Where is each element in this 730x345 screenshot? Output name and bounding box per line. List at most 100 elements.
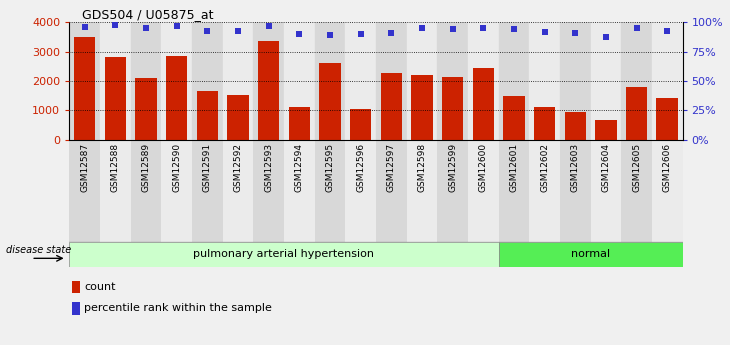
Bar bbox=[591, 22, 621, 140]
Point bbox=[416, 26, 428, 31]
Bar bbox=[656, 98, 678, 140]
Bar bbox=[437, 22, 468, 140]
Text: GSM12605: GSM12605 bbox=[632, 143, 641, 192]
Bar bbox=[192, 140, 223, 242]
Bar bbox=[166, 56, 188, 140]
Bar bbox=[69, 22, 100, 140]
Point bbox=[600, 34, 612, 39]
Bar bbox=[499, 22, 529, 140]
Bar bbox=[196, 91, 218, 140]
Text: GSM12587: GSM12587 bbox=[80, 143, 89, 192]
Bar bbox=[315, 22, 345, 140]
Bar bbox=[350, 109, 372, 140]
Bar bbox=[407, 140, 437, 242]
Bar bbox=[131, 22, 161, 140]
Text: count: count bbox=[84, 282, 115, 292]
Bar bbox=[591, 140, 621, 242]
Bar bbox=[560, 22, 591, 140]
Bar bbox=[534, 107, 556, 140]
Point bbox=[263, 23, 274, 29]
Bar bbox=[227, 95, 249, 140]
Bar bbox=[100, 140, 131, 242]
Bar bbox=[223, 22, 253, 140]
Bar bbox=[74, 37, 96, 140]
Text: GSM12592: GSM12592 bbox=[234, 143, 242, 192]
Bar bbox=[468, 140, 499, 242]
Bar bbox=[503, 96, 525, 140]
Bar bbox=[652, 22, 683, 140]
Text: GSM12599: GSM12599 bbox=[448, 143, 457, 192]
Bar bbox=[345, 140, 376, 242]
Bar bbox=[192, 22, 223, 140]
Text: GSM12597: GSM12597 bbox=[387, 143, 396, 192]
Bar bbox=[529, 22, 560, 140]
Text: GDS504 / U05875_at: GDS504 / U05875_at bbox=[82, 8, 213, 21]
Point bbox=[201, 28, 213, 33]
Bar bbox=[437, 140, 468, 242]
Bar bbox=[69, 140, 100, 242]
Bar bbox=[72, 302, 80, 315]
Text: GSM12606: GSM12606 bbox=[663, 143, 672, 192]
Bar bbox=[135, 78, 157, 140]
Point bbox=[171, 23, 182, 29]
Text: GSM12591: GSM12591 bbox=[203, 143, 212, 192]
Bar bbox=[253, 140, 284, 242]
Text: GSM12596: GSM12596 bbox=[356, 143, 365, 192]
Point bbox=[324, 32, 336, 38]
Text: GSM12601: GSM12601 bbox=[510, 143, 518, 192]
Bar bbox=[100, 22, 131, 140]
Bar bbox=[315, 140, 345, 242]
Point bbox=[569, 30, 581, 36]
Bar bbox=[161, 22, 192, 140]
Bar bbox=[499, 140, 529, 242]
Bar bbox=[468, 22, 499, 140]
Bar bbox=[284, 22, 315, 140]
Bar bbox=[72, 280, 80, 293]
Bar bbox=[560, 140, 591, 242]
Point bbox=[79, 24, 91, 30]
Text: GSM12590: GSM12590 bbox=[172, 143, 181, 192]
Bar bbox=[652, 140, 683, 242]
Point bbox=[110, 22, 121, 28]
Point bbox=[385, 30, 397, 36]
Bar bbox=[284, 140, 315, 242]
Bar bbox=[621, 22, 652, 140]
Bar bbox=[621, 140, 652, 242]
Bar bbox=[529, 140, 560, 242]
Bar bbox=[131, 140, 161, 242]
Text: normal: normal bbox=[571, 249, 610, 259]
Bar bbox=[626, 87, 648, 140]
Bar bbox=[104, 57, 126, 140]
Bar bbox=[380, 73, 402, 140]
Point bbox=[631, 26, 642, 31]
Text: GSM12594: GSM12594 bbox=[295, 143, 304, 192]
Text: GSM12598: GSM12598 bbox=[418, 143, 426, 192]
Bar bbox=[253, 22, 284, 140]
Bar bbox=[258, 41, 280, 140]
Point bbox=[140, 26, 152, 31]
Text: GSM12604: GSM12604 bbox=[602, 143, 610, 192]
Text: GSM12589: GSM12589 bbox=[142, 143, 150, 192]
Text: GSM12595: GSM12595 bbox=[326, 143, 334, 192]
Bar bbox=[319, 62, 341, 140]
Text: GSM12593: GSM12593 bbox=[264, 143, 273, 192]
Point bbox=[477, 26, 489, 31]
Bar bbox=[288, 107, 310, 140]
Text: GSM12600: GSM12600 bbox=[479, 143, 488, 192]
Bar bbox=[411, 75, 433, 140]
Point bbox=[293, 31, 305, 37]
Point bbox=[539, 29, 550, 34]
Bar bbox=[564, 111, 586, 140]
Bar bbox=[407, 22, 437, 140]
Point bbox=[661, 28, 673, 33]
Point bbox=[232, 28, 244, 33]
Bar bbox=[595, 120, 617, 140]
Bar bbox=[499, 241, 683, 267]
Text: disease state: disease state bbox=[6, 245, 71, 255]
Text: GSM12602: GSM12602 bbox=[540, 143, 549, 192]
Bar bbox=[442, 77, 464, 140]
Bar bbox=[376, 140, 407, 242]
Bar bbox=[223, 140, 253, 242]
Bar bbox=[161, 140, 192, 242]
Text: pulmonary arterial hypertension: pulmonary arterial hypertension bbox=[193, 249, 374, 259]
